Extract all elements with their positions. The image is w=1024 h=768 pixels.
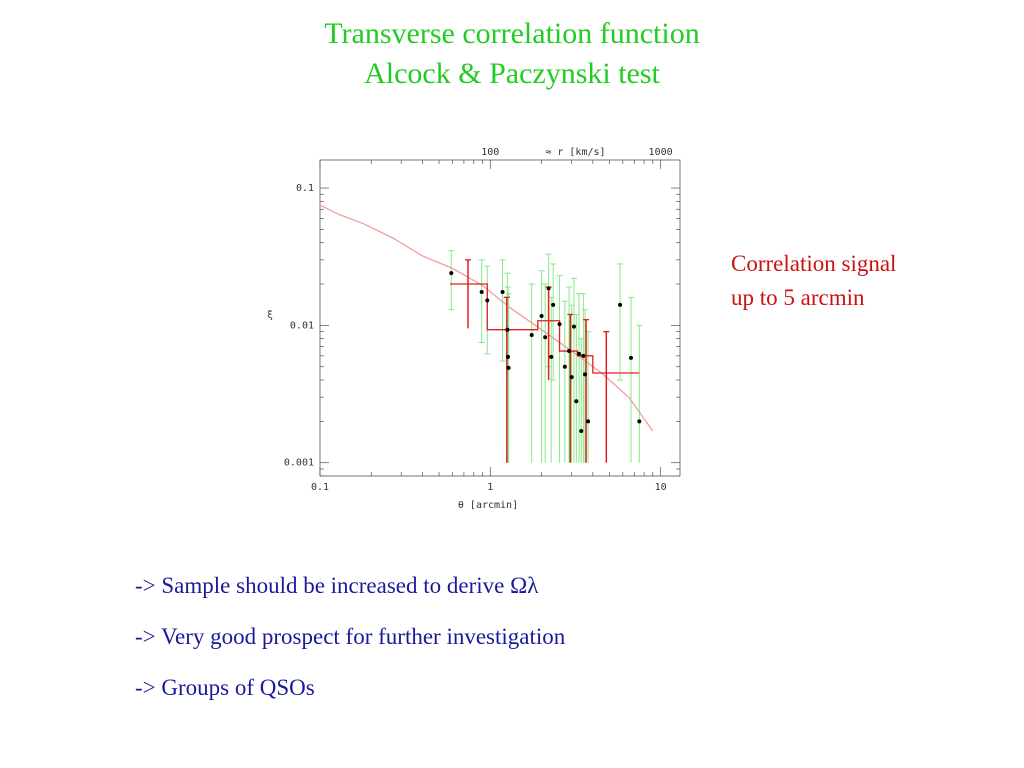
top-tick-label: 100 <box>481 147 499 158</box>
x-tick-label: 10 <box>655 482 667 493</box>
data-point <box>577 351 582 356</box>
data-point <box>549 354 554 359</box>
binned-step-line <box>450 283 640 374</box>
data-point <box>574 399 579 404</box>
title-line-2: Alcock & Paczynski test <box>364 57 660 90</box>
data-point <box>505 327 510 332</box>
data-point <box>479 289 484 294</box>
bullet-list: -> Sample should be increased to derive … <box>135 560 565 713</box>
y-axis-label: ξ <box>267 310 273 321</box>
data-point <box>546 286 551 291</box>
x-tick-label: 1 <box>487 482 493 493</box>
data-point <box>618 302 623 307</box>
title-line-1: Transverse correlation function <box>324 17 700 50</box>
data-point <box>583 372 588 377</box>
data-point <box>637 419 642 424</box>
model-curve <box>319 204 654 432</box>
chart-svg: 0.1 1 10 0.1 0.01 0.001 100 1000 ≈ r [km/s] θ [ar… <box>267 147 681 511</box>
data-point <box>539 313 544 318</box>
data-point <box>506 365 511 370</box>
data-point <box>485 298 490 303</box>
data-point <box>581 353 586 358</box>
data-point <box>569 375 574 380</box>
x-axis-label: θ [arcmin] <box>458 500 518 511</box>
side-note-line-1: Correlation signal <box>731 251 897 276</box>
data-point <box>449 271 454 276</box>
slide-title: Transverse correlation function Alcock &… <box>0 14 1024 94</box>
data-point <box>567 349 572 354</box>
bullet-item: -> Sample should be increased to derive … <box>135 573 539 598</box>
top-tick-label: 1000 <box>649 147 673 158</box>
data-point <box>586 419 591 424</box>
y-tick-label: 0.01 <box>290 320 314 331</box>
data-point <box>551 302 556 307</box>
data-point <box>500 289 505 294</box>
data-point <box>529 333 534 338</box>
data-point <box>543 335 548 340</box>
side-note: Correlation signal up to 5 arcmin <box>731 247 896 315</box>
y-tick-label: 0.001 <box>284 458 314 469</box>
data-point <box>579 429 584 434</box>
x-tick-label: 0.1 <box>311 482 329 493</box>
data-point <box>562 364 567 369</box>
data-point <box>505 354 510 359</box>
data-point <box>628 355 633 360</box>
data-point <box>571 324 576 329</box>
plot-frame <box>319 159 681 477</box>
correlation-plot: 0.1 1 10 0.1 0.01 0.001 100 1000 ≈ r [km/s] θ [ar… <box>252 132 702 518</box>
bullet-item: -> Very good prospect for further invest… <box>135 624 566 649</box>
y-tick-label: 0.1 <box>296 183 314 194</box>
side-note-line-2: up to 5 arcmin <box>731 285 865 310</box>
bullet-item: -> Groups of QSOs <box>135 675 315 700</box>
top-axis-label: ≈ r [km/s] <box>545 147 605 158</box>
data-point <box>557 322 562 327</box>
